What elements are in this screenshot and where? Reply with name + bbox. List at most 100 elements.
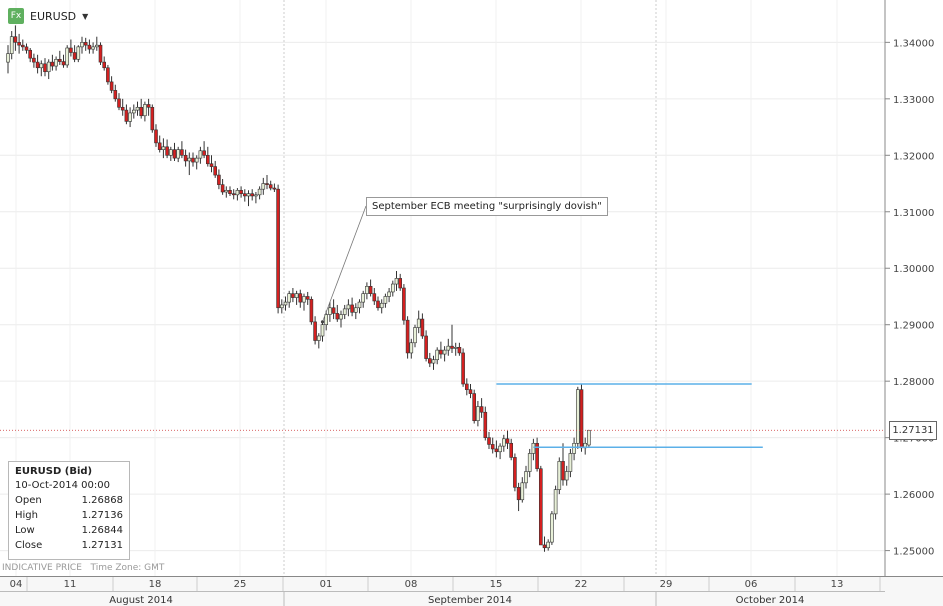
candle (76, 45, 81, 63)
symbol-label[interactable]: EURUSD (30, 9, 77, 23)
candle-body (398, 278, 403, 289)
symbol-header[interactable]: Fx EURUSD ▼ (8, 8, 88, 24)
y-tick-label: 1.34000 (893, 38, 934, 49)
candle (124, 104, 129, 125)
annotation-anchor-dot (320, 320, 325, 324)
candle-body (20, 44, 25, 48)
candle (194, 155, 199, 170)
candle (69, 39, 73, 57)
candle-body (527, 453, 532, 472)
candle-body (387, 291, 391, 297)
candle-body (183, 154, 188, 162)
candle (206, 146, 210, 167)
y-tick-label: 1.30000 (893, 264, 934, 275)
candle-body (231, 193, 236, 196)
candle-body (76, 46, 81, 60)
candle (217, 169, 221, 190)
candle-body (490, 444, 495, 450)
candle-body (161, 146, 166, 150)
candle-body (409, 342, 414, 354)
candle-body (305, 296, 310, 300)
candle (346, 299, 351, 317)
candle (424, 330, 428, 362)
candle-body (457, 346, 462, 354)
candle (87, 39, 92, 54)
candle-body (72, 52, 77, 60)
candle (335, 304, 340, 322)
x-tick-label: 13 (831, 579, 844, 590)
candle-body (350, 304, 354, 313)
candle (361, 290, 366, 308)
candle (450, 324, 454, 353)
info-row-high: High 1.27136 (15, 510, 123, 521)
candle (446, 338, 451, 356)
candle-body (538, 468, 543, 546)
candle (6, 45, 10, 74)
chevron-down-icon[interactable]: ▼ (82, 11, 89, 21)
candle (72, 45, 77, 63)
candle-body (69, 47, 73, 53)
candle-body (464, 383, 469, 390)
candle-body (254, 194, 258, 197)
candle (568, 448, 573, 478)
candle-body (143, 104, 147, 117)
candle-body (228, 190, 232, 194)
candle-body (302, 296, 306, 303)
candle (102, 56, 106, 71)
y-tick-label: 1.25000 (893, 547, 934, 558)
candle-body (276, 188, 280, 309)
candle-body (272, 187, 277, 190)
candle (553, 485, 558, 520)
candle-body (524, 471, 528, 484)
candle-body (220, 184, 225, 193)
candle (291, 288, 295, 303)
candle (154, 124, 158, 147)
candle-body (383, 296, 388, 304)
timezone-label: Time Zone: GMT (90, 563, 165, 573)
candle-body (513, 457, 517, 488)
candle (150, 104, 155, 133)
candle-body (268, 184, 273, 189)
candle-body (468, 389, 473, 394)
candle (35, 54, 40, 74)
candle (220, 179, 225, 195)
candle-body (309, 298, 314, 323)
candle (20, 39, 25, 51)
candle-body (124, 109, 129, 122)
candle-body (150, 106, 155, 131)
candle (113, 84, 118, 102)
candle-body (450, 345, 454, 349)
candle (302, 293, 306, 311)
candle-body (505, 438, 510, 444)
candle-body (324, 314, 329, 326)
candle (442, 346, 447, 362)
candle (409, 338, 414, 359)
candle-body (46, 61, 51, 73)
candle (28, 48, 33, 63)
candle-body (531, 442, 536, 454)
y-tick-label: 1.29000 (893, 321, 934, 332)
candle-body (390, 283, 395, 293)
candle-body (365, 286, 369, 294)
info-title: EURUSD (Bid) (15, 466, 93, 477)
candle-body (243, 193, 247, 197)
annotation-leader-line (322, 205, 367, 323)
y-tick-label: 1.31000 (893, 208, 934, 219)
candle-body (357, 301, 362, 309)
candle (209, 155, 214, 173)
candle (405, 316, 410, 359)
candle (542, 536, 547, 552)
candle-body (476, 406, 480, 422)
candle (324, 310, 329, 331)
candle (320, 321, 325, 342)
candle-body (128, 112, 132, 122)
candle-body (113, 90, 118, 100)
candle-body (424, 335, 428, 359)
candle (368, 279, 373, 297)
candle-body (550, 513, 554, 543)
candle (250, 189, 254, 201)
grid (0, 0, 885, 576)
candle (24, 43, 29, 54)
candle-body (250, 193, 254, 197)
